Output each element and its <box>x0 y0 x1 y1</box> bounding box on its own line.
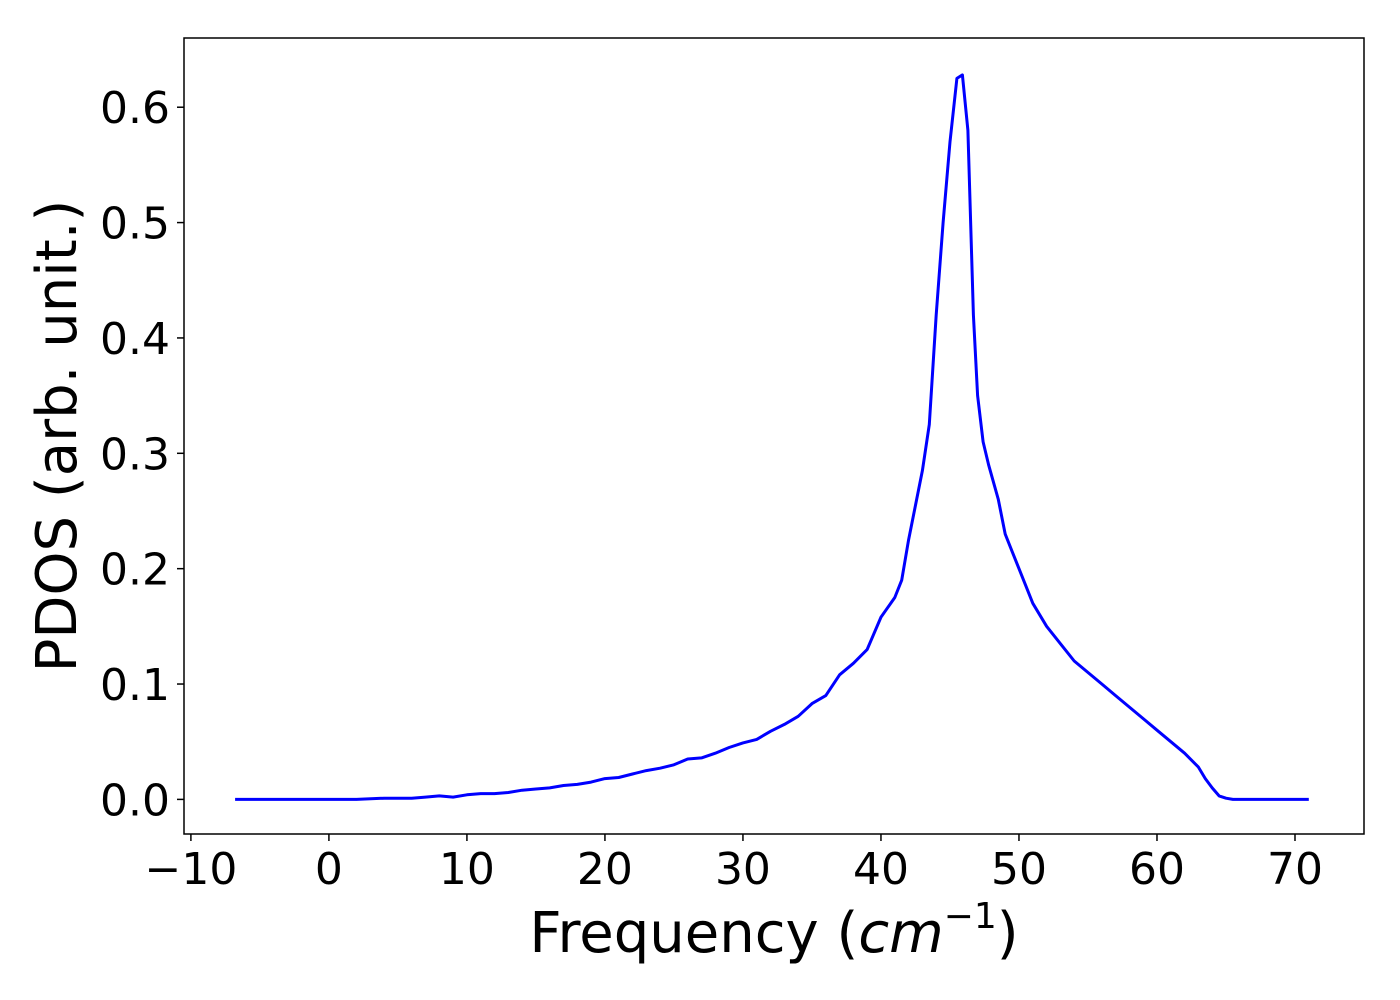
x-axis-title-unit: cm <box>858 901 943 966</box>
x-tick-label: 40 <box>853 844 909 895</box>
x-tick-label: 10 <box>439 844 495 895</box>
x-tick-label: 50 <box>991 844 1047 895</box>
y-tick-label: 0.5 <box>100 199 170 250</box>
y-tick-label: 0.0 <box>100 775 170 826</box>
plot-area <box>235 73 1309 801</box>
y-tick-label: 0.2 <box>100 545 170 596</box>
y-axis-title: PDOS (arb. unit.) <box>25 200 90 673</box>
x-tick-label: 0 <box>315 844 343 895</box>
x-tick-label: 30 <box>715 844 771 895</box>
x-tick-label: 20 <box>577 844 633 895</box>
pdos-line <box>235 73 1309 801</box>
y-tick-label: 0.4 <box>100 314 170 365</box>
y-tick-label: 0.6 <box>100 83 170 134</box>
x-axis-title: Frequency (cm−1) <box>529 896 1018 966</box>
x-tick-label: −10 <box>144 844 237 895</box>
x-axis-title-text: Frequency ( <box>529 901 858 966</box>
x-tick-label: 60 <box>1129 844 1185 895</box>
y-tick-label: 0.3 <box>100 429 170 480</box>
x-axis: −10 0 10 20 30 40 50 60 70 <box>144 834 1323 895</box>
x-axis-title-exponent: −1 <box>944 896 997 937</box>
y-axis: 0.0 0.1 0.2 0.3 0.4 0.5 0.6 <box>100 83 184 826</box>
x-axis-title-close: ) <box>997 901 1019 966</box>
y-tick-label: 0.1 <box>100 660 170 711</box>
x-tick-label: 70 <box>1267 844 1323 895</box>
axes-frame <box>183 37 1365 835</box>
